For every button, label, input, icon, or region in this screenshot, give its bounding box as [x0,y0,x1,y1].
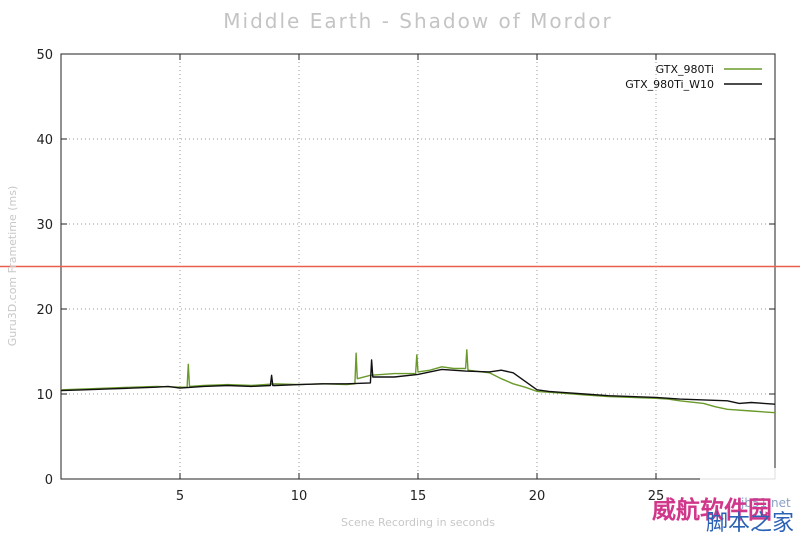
series-line-2 [60,359,776,405]
series-layer [60,349,776,414]
y-tick-label: 40 [36,133,53,148]
chart-title: Middle Earth - Shadow of Mordor [223,9,612,33]
x-tick-label: 15 [410,489,427,504]
watermark-line2: 脚本之家 [706,511,794,533]
y-axis-label: Guru3D.com Frametime (ms) [6,186,19,347]
watermark-background [700,468,800,533]
watermark-site-text: jb51.net [740,496,791,510]
x-tick-label: 10 [291,489,308,504]
legend-label-1: GTX_980Ti [656,63,714,76]
y-tick-label: 30 [36,218,53,233]
x-tick-label: 5 [176,489,184,504]
watermark: jb51.net 威航软件园 脚本之家 [652,468,800,533]
y-tick-label: 0 [45,473,53,488]
x-tick-label: 25 [648,489,665,504]
legend: GTX_980Ti GTX_980Ti_W10 [625,63,762,91]
y-tick-label: 20 [36,303,53,318]
y-tick-label: 10 [36,388,53,403]
watermark-line1: 威航软件园 [652,496,772,524]
series-line-1 [60,349,776,414]
y-tick-label: 50 [36,48,53,63]
x-tick-label: 20 [529,489,546,504]
axis-ticks: 0 10 20 30 40 50 5 10 15 20 25 [36,48,775,504]
legend-label-2: GTX_980Ti_W10 [625,78,714,91]
x-axis-label: Scene Recording in seconds [341,516,495,529]
